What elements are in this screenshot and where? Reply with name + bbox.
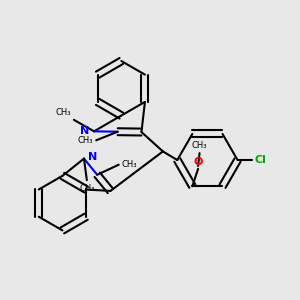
Text: CH₃: CH₃ — [79, 184, 94, 194]
Text: N: N — [88, 152, 98, 162]
Text: CH₃: CH₃ — [56, 108, 71, 117]
Text: N: N — [80, 126, 90, 136]
Text: CH₃: CH₃ — [122, 160, 137, 169]
Text: CH₃: CH₃ — [192, 141, 207, 150]
Text: CH₃: CH₃ — [78, 136, 93, 145]
Text: Cl: Cl — [255, 155, 267, 165]
Text: O: O — [194, 158, 203, 167]
